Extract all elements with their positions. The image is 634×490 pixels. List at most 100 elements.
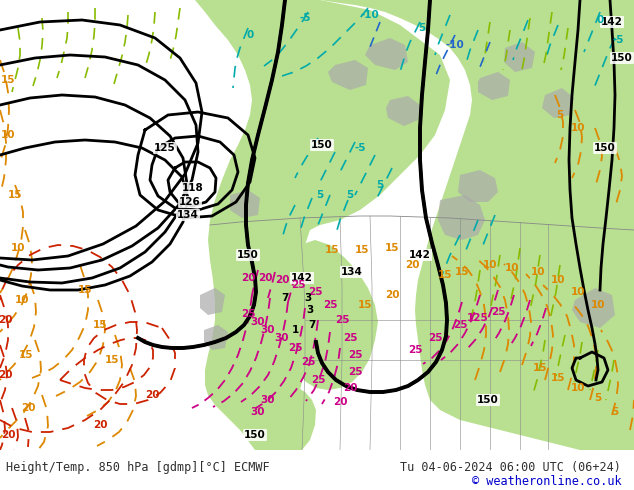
Text: 5: 5 bbox=[346, 190, 354, 200]
Text: 20: 20 bbox=[275, 275, 289, 285]
Polygon shape bbox=[200, 288, 225, 315]
Text: Tu 04-06-2024 06:00 UTC (06+24): Tu 04-06-2024 06:00 UTC (06+24) bbox=[401, 461, 621, 474]
Polygon shape bbox=[478, 72, 510, 100]
Text: 30: 30 bbox=[275, 333, 289, 343]
Text: 125: 125 bbox=[154, 143, 176, 153]
Text: 5: 5 bbox=[611, 407, 619, 417]
Polygon shape bbox=[215, 374, 316, 450]
Text: 10: 10 bbox=[591, 300, 605, 310]
Text: 15: 15 bbox=[93, 320, 107, 330]
Text: 25: 25 bbox=[348, 367, 362, 377]
Text: 15: 15 bbox=[355, 245, 369, 255]
Text: 20: 20 bbox=[404, 260, 419, 270]
Polygon shape bbox=[572, 288, 615, 328]
Text: 15: 15 bbox=[551, 373, 566, 383]
Text: 150: 150 bbox=[237, 250, 259, 260]
Text: 25: 25 bbox=[453, 320, 467, 330]
Text: 10: 10 bbox=[1, 130, 15, 140]
Text: 3: 3 bbox=[306, 305, 314, 315]
Text: © weatheronline.co.uk: © weatheronline.co.uk bbox=[472, 475, 621, 488]
Text: 25: 25 bbox=[323, 300, 337, 310]
Polygon shape bbox=[542, 88, 574, 118]
Text: 150: 150 bbox=[311, 140, 333, 150]
Text: 20: 20 bbox=[0, 315, 12, 325]
Text: 15: 15 bbox=[8, 190, 22, 200]
Text: 142: 142 bbox=[409, 250, 431, 260]
Text: -5: -5 bbox=[299, 13, 311, 23]
Text: 10: 10 bbox=[571, 287, 585, 297]
Text: 25: 25 bbox=[343, 333, 357, 343]
Text: 5: 5 bbox=[595, 393, 602, 403]
Text: 20: 20 bbox=[241, 273, 256, 283]
Text: 25: 25 bbox=[288, 343, 302, 353]
Text: 20: 20 bbox=[93, 420, 107, 430]
Polygon shape bbox=[286, 240, 378, 390]
Text: 25: 25 bbox=[428, 333, 443, 343]
Text: 25: 25 bbox=[301, 357, 315, 367]
Text: 15: 15 bbox=[105, 355, 119, 365]
Text: -5: -5 bbox=[354, 143, 366, 153]
Text: 10: 10 bbox=[482, 260, 497, 270]
Text: 0: 0 bbox=[597, 15, 604, 25]
Text: 150: 150 bbox=[244, 430, 266, 440]
Text: -10: -10 bbox=[361, 10, 379, 20]
Text: 25: 25 bbox=[408, 345, 422, 355]
Polygon shape bbox=[195, 0, 450, 450]
Text: 150: 150 bbox=[594, 143, 616, 153]
Polygon shape bbox=[458, 170, 498, 202]
Text: 15: 15 bbox=[19, 350, 33, 360]
Text: 10: 10 bbox=[571, 123, 585, 133]
Text: 30: 30 bbox=[251, 407, 265, 417]
Text: -5: -5 bbox=[612, 35, 624, 45]
Text: 25: 25 bbox=[311, 375, 325, 385]
Text: 30: 30 bbox=[261, 395, 275, 405]
Text: 150: 150 bbox=[477, 395, 499, 405]
Text: 10: 10 bbox=[15, 295, 29, 305]
Text: 25: 25 bbox=[291, 280, 305, 290]
Text: 15: 15 bbox=[437, 270, 452, 280]
Polygon shape bbox=[386, 96, 420, 126]
Text: 15: 15 bbox=[455, 267, 469, 277]
Text: Height/Temp. 850 hPa [gdmp][°C] ECMWF: Height/Temp. 850 hPa [gdmp][°C] ECMWF bbox=[6, 461, 270, 474]
Text: 25: 25 bbox=[307, 287, 322, 297]
Text: 15: 15 bbox=[325, 245, 339, 255]
Text: 10: 10 bbox=[551, 275, 566, 285]
Text: 15: 15 bbox=[385, 243, 399, 253]
Polygon shape bbox=[230, 190, 260, 218]
Text: 134: 134 bbox=[341, 267, 363, 277]
Text: 15: 15 bbox=[358, 300, 372, 310]
Text: 25: 25 bbox=[348, 350, 362, 360]
Text: 15: 15 bbox=[78, 285, 93, 295]
Text: 1: 1 bbox=[292, 325, 299, 335]
Text: 125: 125 bbox=[467, 313, 489, 323]
Text: 15: 15 bbox=[1, 75, 15, 85]
Text: 118: 118 bbox=[182, 183, 204, 193]
Text: 25: 25 bbox=[241, 309, 256, 319]
Text: 15: 15 bbox=[533, 363, 547, 373]
Text: 30: 30 bbox=[251, 317, 265, 327]
Text: 150: 150 bbox=[611, 53, 633, 63]
Polygon shape bbox=[328, 60, 368, 90]
Text: 10: 10 bbox=[531, 267, 545, 277]
Polygon shape bbox=[365, 38, 408, 70]
Polygon shape bbox=[204, 325, 228, 350]
Polygon shape bbox=[504, 42, 535, 72]
Text: 142: 142 bbox=[601, 17, 623, 27]
Text: 25: 25 bbox=[491, 307, 505, 317]
Polygon shape bbox=[320, 0, 634, 450]
Text: 10: 10 bbox=[505, 263, 519, 273]
Text: 20: 20 bbox=[0, 370, 12, 380]
Text: 126: 126 bbox=[179, 197, 201, 207]
Text: 25: 25 bbox=[335, 315, 349, 325]
Text: 5: 5 bbox=[316, 190, 323, 200]
Text: 20: 20 bbox=[343, 383, 357, 393]
Text: 20: 20 bbox=[333, 397, 347, 407]
Text: 5: 5 bbox=[557, 110, 564, 120]
Text: 20: 20 bbox=[145, 390, 159, 400]
Text: 7: 7 bbox=[308, 320, 316, 330]
Text: 5: 5 bbox=[377, 180, 384, 190]
Text: -10: -10 bbox=[446, 40, 464, 50]
Text: 20: 20 bbox=[385, 290, 399, 300]
Text: 20: 20 bbox=[21, 403, 36, 413]
Text: 0: 0 bbox=[247, 30, 254, 40]
